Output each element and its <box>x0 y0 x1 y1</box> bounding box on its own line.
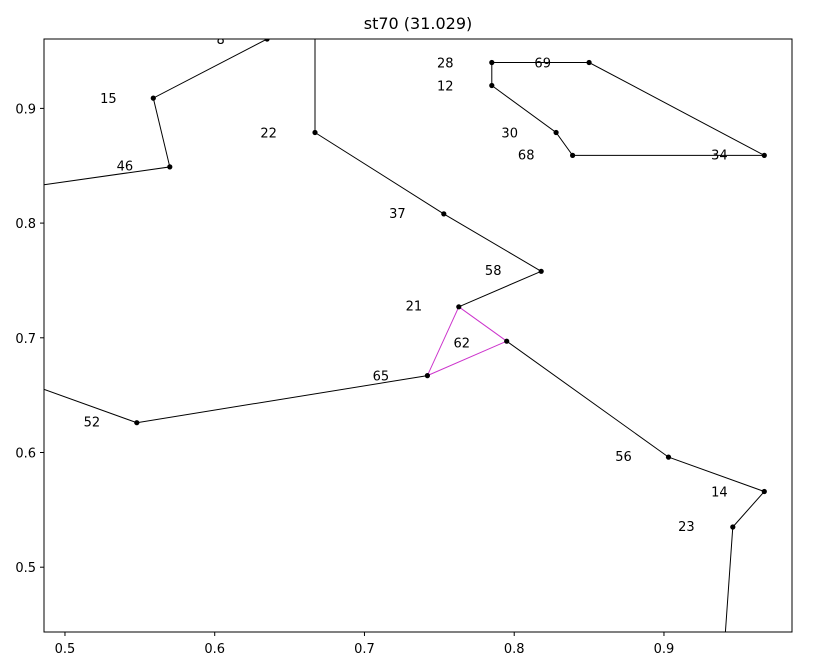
city-point-28 <box>489 59 495 66</box>
city-label-23: 23 <box>678 520 695 535</box>
city-point-30 <box>553 129 559 136</box>
y-tick-label: 0.8 <box>15 217 36 232</box>
city-point-34 <box>761 152 767 158</box>
y-tick-label: 0.5 <box>15 561 36 576</box>
city-label-8: 8 <box>217 33 225 48</box>
city-point-52 <box>134 420 140 426</box>
plot-frame <box>43 38 793 633</box>
city-point-14 <box>761 488 767 495</box>
y-tick-label: 0.9 <box>15 102 36 117</box>
y-tick-label: 0.7 <box>15 332 36 347</box>
city-label-15: 15 <box>100 92 117 107</box>
y-tick-label: 0.6 <box>15 446 36 461</box>
x-tick-label: 0.5 <box>55 642 76 657</box>
city-point-69 <box>586 59 592 66</box>
x-tick-label: 0.9 <box>654 642 675 657</box>
city-label-46: 46 <box>117 160 134 175</box>
city-label-14: 14 <box>711 486 728 501</box>
city-point-21 <box>456 304 462 310</box>
axes: 0.5 0.6 0.7 0.8 0.9 0.5 0.6 0.7 0.8 0.9 <box>15 102 674 657</box>
city-point-23 <box>730 524 736 530</box>
city-point-46 <box>167 164 173 170</box>
x-tick-label: 0.8 <box>504 642 525 657</box>
city-point-65 <box>424 373 430 379</box>
city-label-21: 21 <box>406 300 423 315</box>
city-label-28: 28 <box>437 57 454 72</box>
city-point-37 <box>441 211 447 217</box>
city-label-65: 65 <box>373 370 390 385</box>
city-label-62: 62 <box>454 336 471 351</box>
city-point-58 <box>538 268 544 274</box>
city-label-52: 52 <box>84 416 101 431</box>
city-label-69: 69 <box>534 57 551 72</box>
city-label-56: 56 <box>615 450 632 465</box>
city-point-68 <box>570 152 576 158</box>
x-tick-label: 0.6 <box>204 642 225 657</box>
tour-path-segment <box>44 39 268 186</box>
city-label-30: 30 <box>501 127 518 142</box>
x-tick-label: 0.7 <box>354 642 375 657</box>
city-point-12 <box>489 82 495 89</box>
city-label-22: 22 <box>260 127 277 142</box>
city-label-58: 58 <box>485 264 502 279</box>
city-point-62 <box>504 338 510 344</box>
city-point <box>264 39 270 42</box>
tour-path-segment <box>426 306 508 377</box>
city-label-37: 37 <box>389 207 406 222</box>
city-point-15 <box>150 95 156 101</box>
city-point-56 <box>665 454 672 460</box>
city-label-12: 12 <box>437 80 454 95</box>
city-label-34: 34 <box>711 148 728 163</box>
city-label-68: 68 <box>518 148 535 163</box>
chart-title: st70 (31.029) <box>364 14 473 33</box>
city-point-22 <box>312 129 318 136</box>
